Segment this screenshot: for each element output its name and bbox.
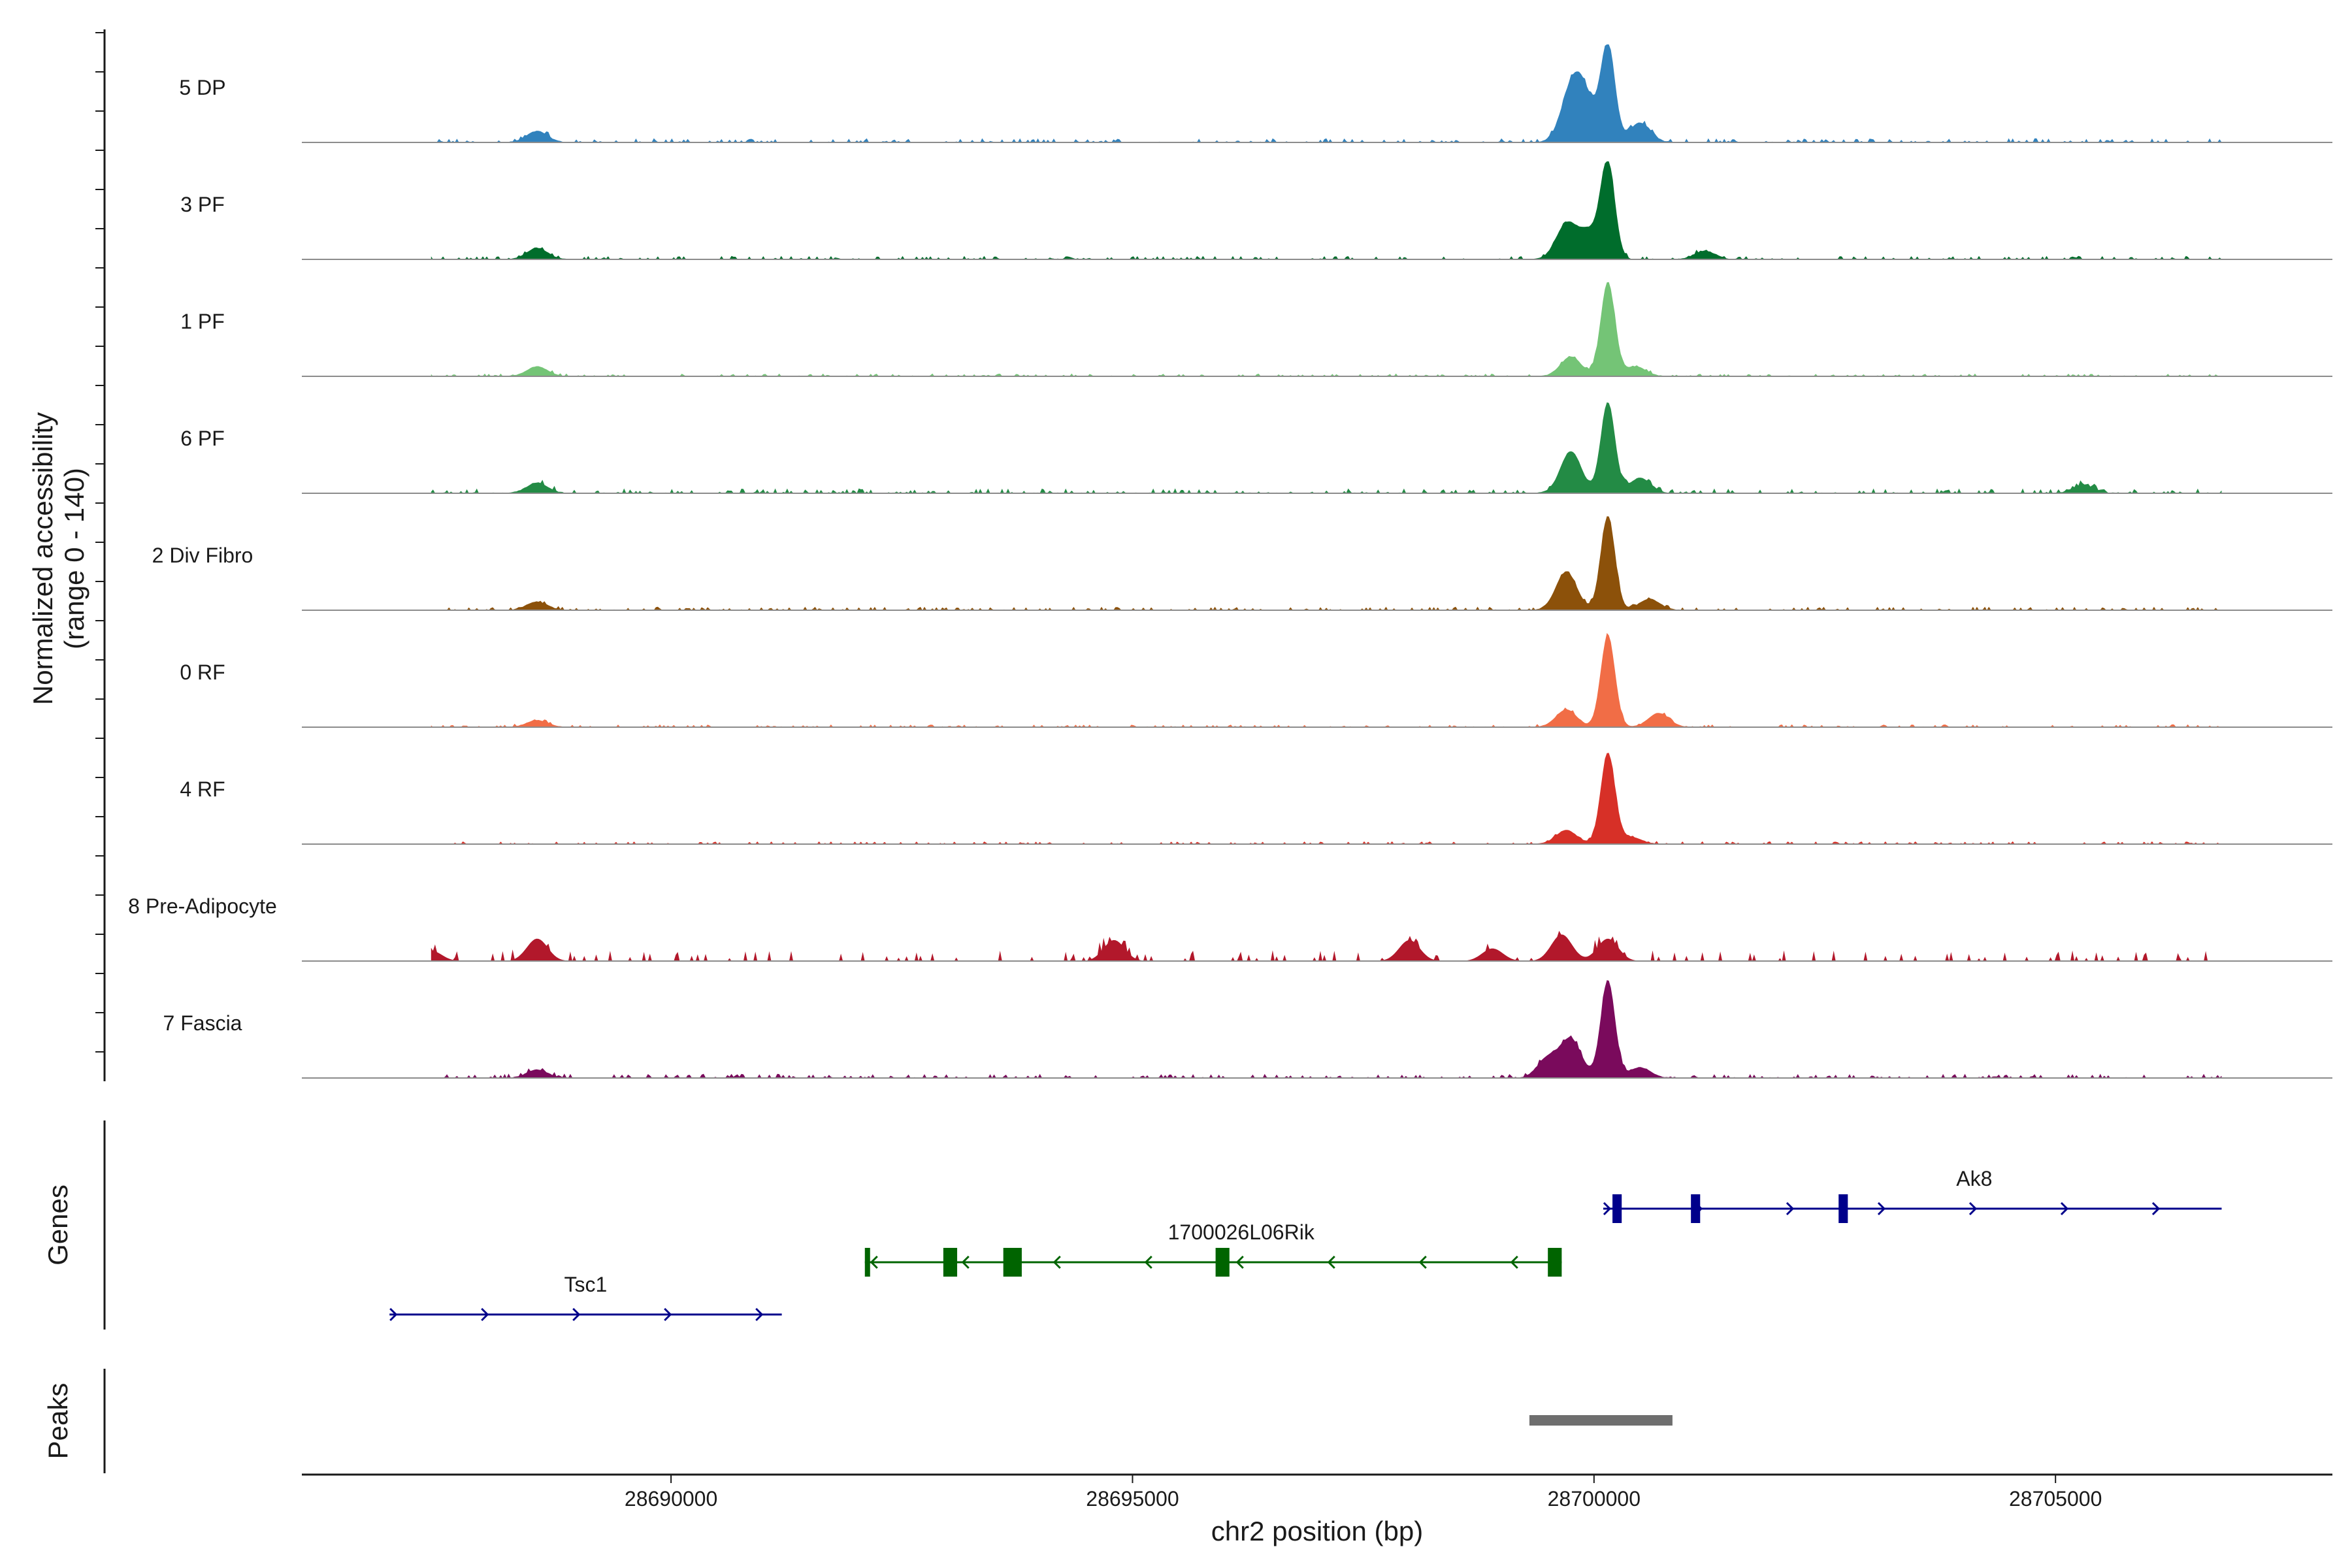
strand-arrow <box>1144 1255 1152 1269</box>
track-label: 6 PF <box>180 427 225 450</box>
track-label: 8 Pre-Adipocyte <box>128 894 277 918</box>
gene-annotation-panel: Tsc1 1700026L06Rik Ak8 <box>389 1167 2222 1322</box>
strand-arrow <box>2060 1201 2069 1216</box>
y-axis-title: Normalized accessibility <box>27 412 58 705</box>
strand-arrow <box>389 1307 398 1322</box>
x-tick-label: 28690000 <box>625 1487 717 1511</box>
gene-label: Tsc1 <box>564 1273 608 1296</box>
gene-label: 1700026L06Rik <box>1168 1220 1315 1244</box>
peaks-panel-label: Peaks <box>42 1383 73 1460</box>
exon-block <box>864 1248 870 1277</box>
strand-arrow <box>1327 1255 1335 1269</box>
genes-panel-label: Genes <box>42 1184 73 1266</box>
strand-arrow <box>961 1255 970 1269</box>
strand-arrow <box>1235 1255 1244 1269</box>
x-axis-title: chr2 position (bp) <box>1211 1516 1424 1546</box>
exon-block <box>1612 1194 1622 1223</box>
strand-arrow <box>2151 1201 2161 1216</box>
track-label: 2 Div Fibro <box>152 544 253 567</box>
strand-arrow <box>1053 1255 1061 1269</box>
strand-arrow <box>572 1307 581 1322</box>
track-label: 4 RF <box>180 777 225 801</box>
strand-arrow <box>664 1307 672 1322</box>
strand-arrow <box>870 1255 878 1269</box>
exon-block <box>1838 1194 1848 1223</box>
y-axis-range-label: (range 0 - 140) <box>59 468 90 649</box>
exon-block <box>1003 1248 1022 1277</box>
strand-arrow <box>1968 1201 1978 1216</box>
exon-block <box>943 1248 958 1277</box>
x-axis-ticks: 28690000 28695000 28700000 28705000 <box>625 1475 2102 1511</box>
track-label: 5 DP <box>179 76 225 99</box>
peak-region-bar <box>1529 1415 1673 1426</box>
strand-arrow <box>755 1307 764 1322</box>
coverage-y-ticks <box>95 32 105 1053</box>
x-tick-label: 28705000 <box>2009 1487 2102 1511</box>
strand-arrow <box>1418 1255 1427 1269</box>
strand-arrow <box>1877 1201 1886 1216</box>
gene-label: Ak8 <box>1956 1167 1992 1190</box>
x-tick-label: 28700000 <box>1548 1487 1641 1511</box>
strand-arrow <box>1786 1201 1795 1216</box>
track-label: 7 Fascia <box>163 1011 242 1035</box>
coverage-area <box>431 930 2222 961</box>
track-label: 1 PF <box>180 310 225 333</box>
strand-arrow <box>1603 1201 1612 1216</box>
exon-block <box>1691 1194 1701 1223</box>
track-label: 3 PF <box>180 193 225 216</box>
exon-block <box>1215 1248 1230 1277</box>
strand-arrow <box>481 1307 489 1322</box>
exon-block <box>1548 1248 1562 1277</box>
coverage-tracks: 5 DP 3 PF 1 PF 6 PF 2 Div Fibro 0 RF 4 RF 8 Pre… <box>128 44 2332 1079</box>
x-tick-label: 28695000 <box>1086 1487 1179 1511</box>
track-label: 0 RF <box>180 661 225 684</box>
strand-arrow <box>1510 1255 1518 1269</box>
peak-region-panel <box>1529 1415 1673 1426</box>
